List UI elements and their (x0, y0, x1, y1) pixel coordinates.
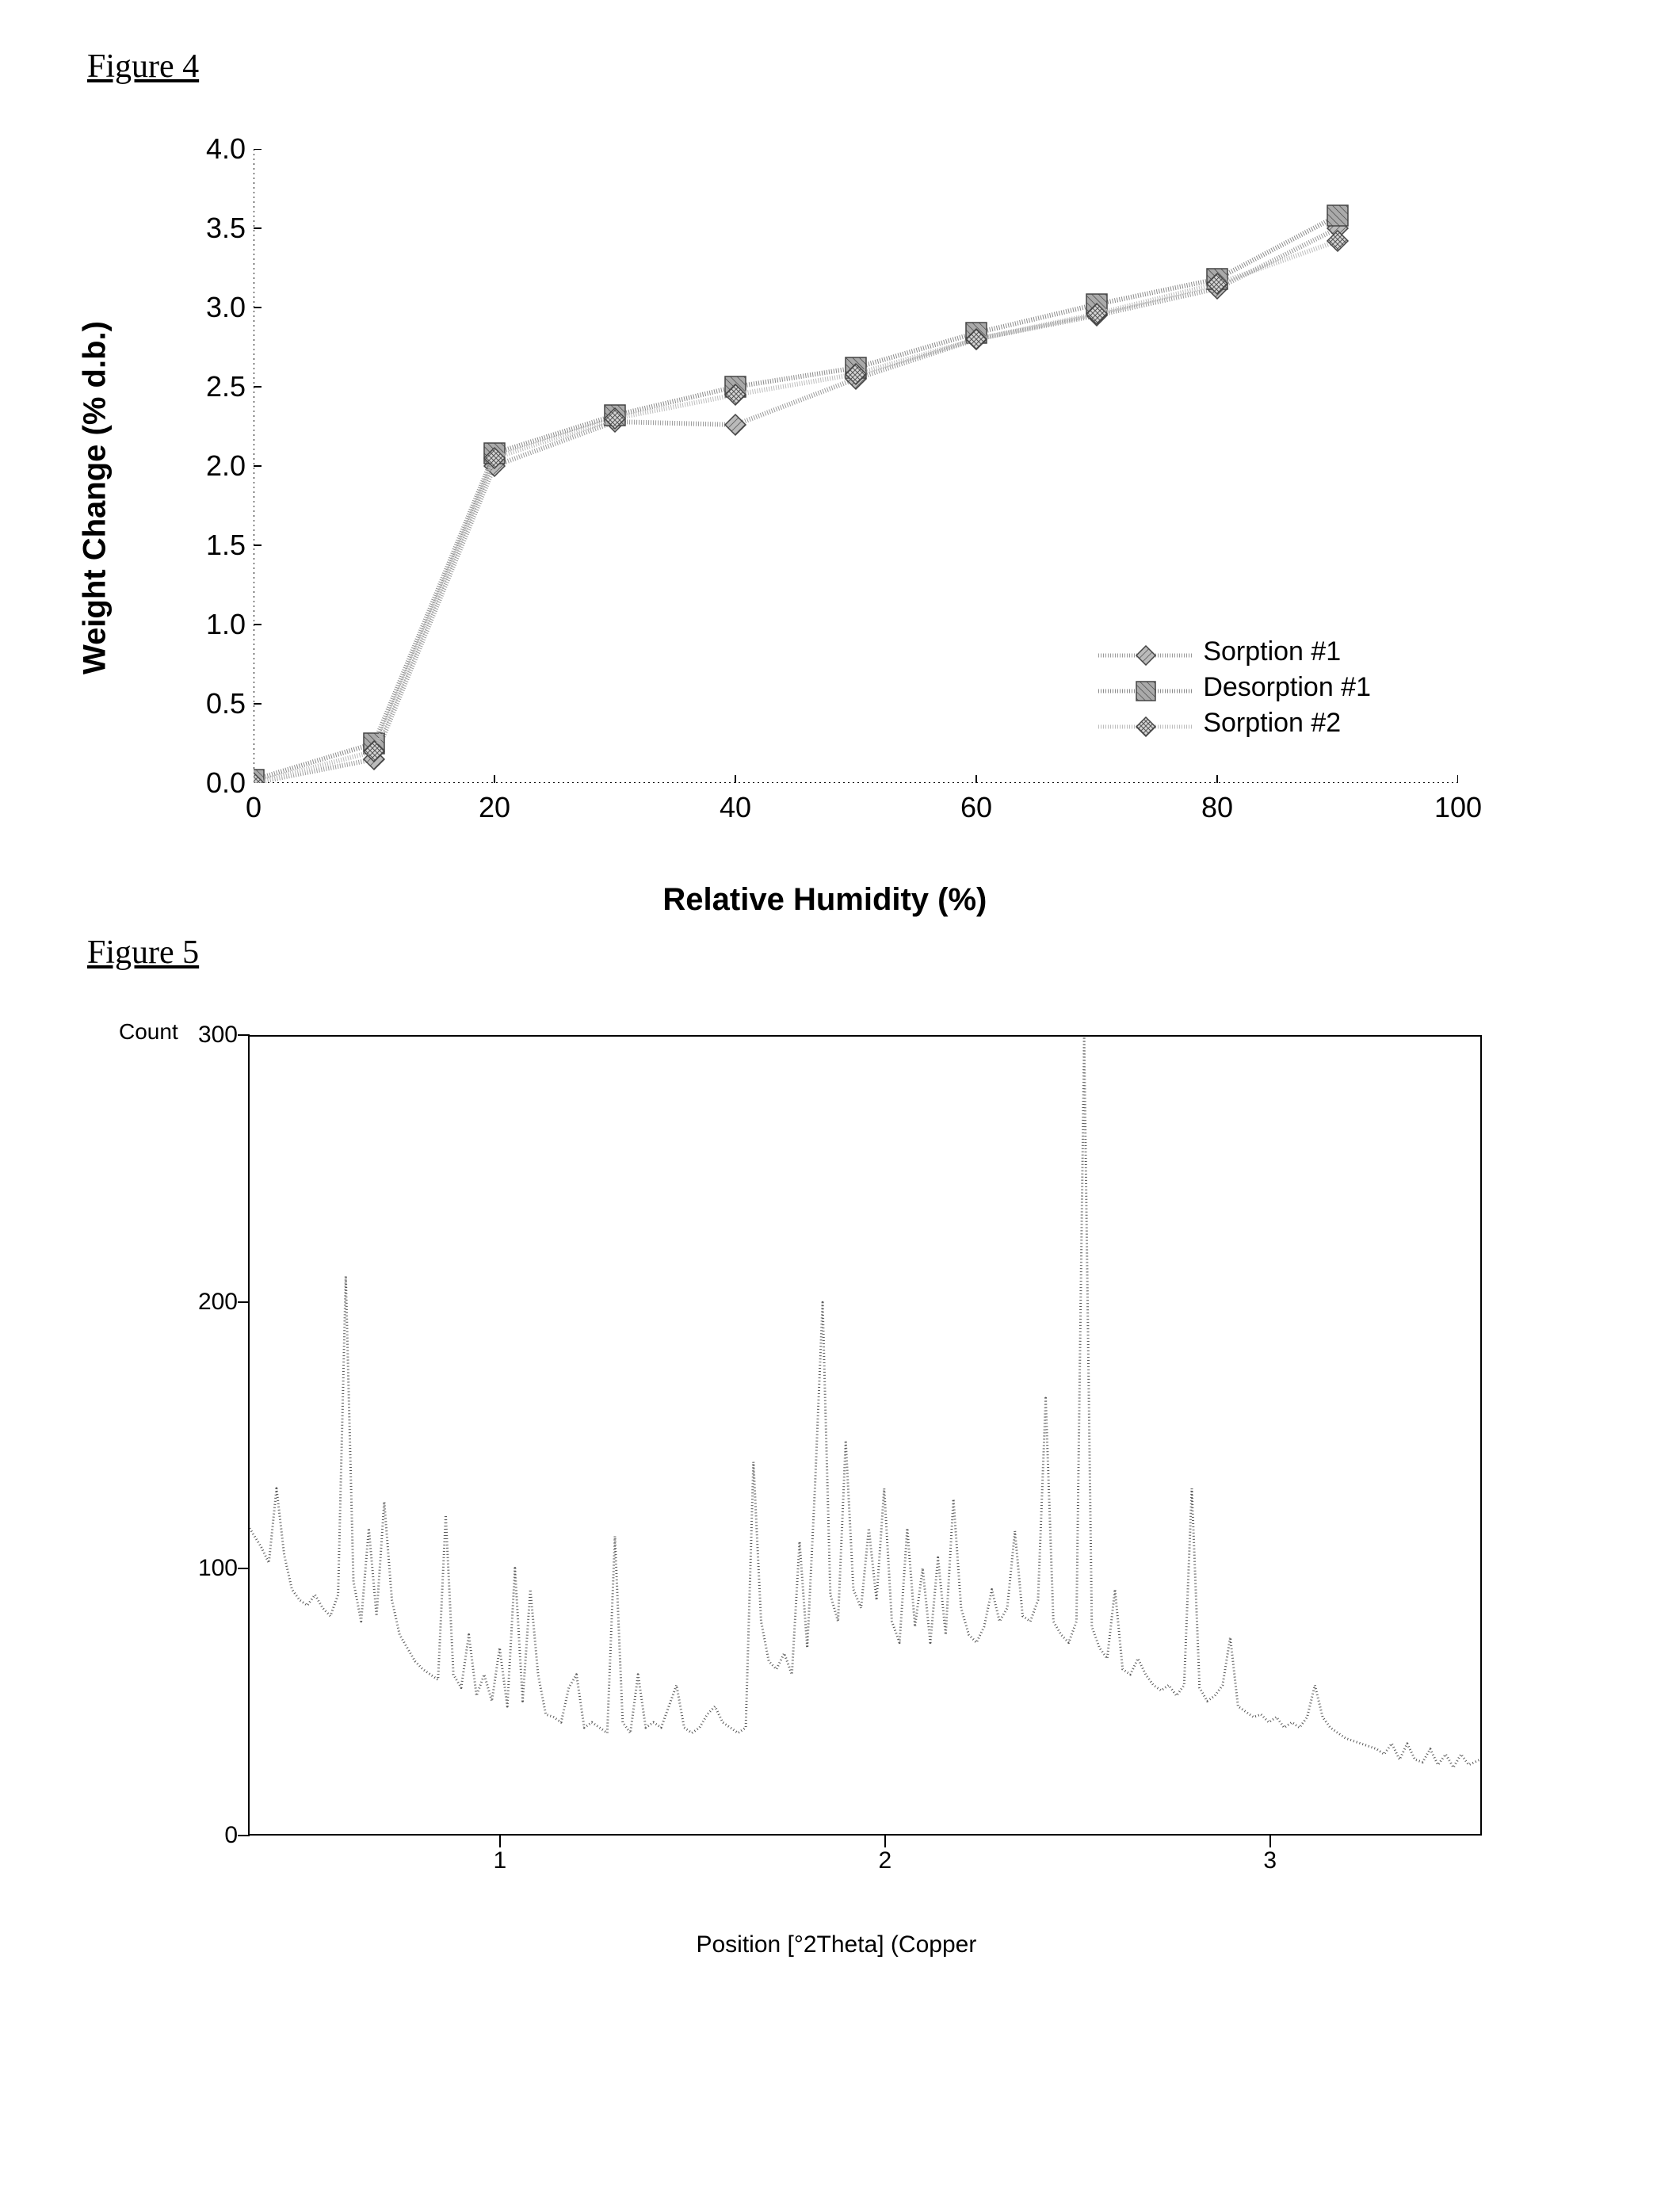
figure4-legend-item: Sorption #1 (1098, 636, 1371, 667)
figure5-xtick-mark (884, 1836, 886, 1847)
legend-swatch (1098, 713, 1193, 734)
figure4-xtick: 20 (479, 791, 510, 824)
figure5-ytick-mark (238, 1568, 250, 1569)
figure5-ytick-mark (238, 1835, 250, 1836)
figure4-legend-item: Sorption #2 (1098, 708, 1371, 739)
figure4-ytick: 0.5 (206, 687, 246, 720)
figure5-ytick-mark (238, 1301, 250, 1303)
legend-label: Sorption #2 (1203, 708, 1341, 739)
figure5-ytick: 0 (224, 1822, 238, 1849)
figure5-ytick-mark (238, 1034, 250, 1036)
figure5-ytick: 200 (198, 1289, 238, 1316)
figure4-ytick: 4.0 (206, 132, 246, 166)
legend-label: Desorption #1 (1203, 672, 1371, 703)
figure5-y-axis-title: Count (119, 1019, 178, 1045)
figure4-ytick: 2.5 (206, 370, 246, 403)
figure4-ytick: 3.5 (206, 212, 246, 245)
figure4-legend-item: Desorption #1 (1098, 672, 1371, 703)
figure4-xtick: 60 (960, 791, 992, 824)
figure5-xtick: 2 (878, 1847, 891, 1874)
figure5-xtick: 1 (494, 1847, 507, 1874)
figure5-plot-area (250, 1035, 1482, 1836)
legend-swatch (1098, 678, 1193, 698)
figure4-xtick: 100 (1434, 791, 1482, 824)
figure4-ytick: 1.5 (206, 529, 246, 562)
figure5-xtick: 3 (1263, 1847, 1277, 1874)
figure4-chart: Weight Change (% d.b.) Relative Humidity… (111, 149, 1474, 846)
figure4-xtick: 80 (1201, 791, 1233, 824)
figure5-ytick: 100 (198, 1555, 238, 1582)
figure4-legend: Sorption #1 Desorption #1 Sorption #2 (1098, 632, 1371, 743)
figure4-ytick: 2.0 (206, 449, 246, 483)
figure4-xtick: 40 (720, 791, 751, 824)
legend-label: Sorption #1 (1203, 636, 1341, 667)
figure4-ytick: 3.0 (206, 291, 246, 324)
figure5-xtick-mark (499, 1836, 501, 1847)
figure5-chart: Count 0100200300 123 Position [°2Theta] … (103, 1019, 1514, 1907)
figure5-xtick-mark (1269, 1836, 1271, 1847)
figure4-ytick: 1.0 (206, 608, 246, 641)
figure5-x-axis-title: Position [°2Theta] (Copper (696, 1931, 976, 1958)
figure4-caption: Figure 4 (87, 48, 1589, 86)
figure5-caption: Figure 5 (87, 934, 1589, 972)
legend-swatch (1098, 642, 1193, 663)
figure4-ytick: 0.0 (206, 766, 246, 800)
figure5-ytick: 300 (198, 1022, 238, 1049)
figure4-y-axis-title: Weight Change (% d.b.) (78, 321, 113, 674)
figure4-xtick: 0 (246, 791, 262, 824)
figure4-x-axis-title: Relative Humidity (%) (662, 882, 987, 918)
